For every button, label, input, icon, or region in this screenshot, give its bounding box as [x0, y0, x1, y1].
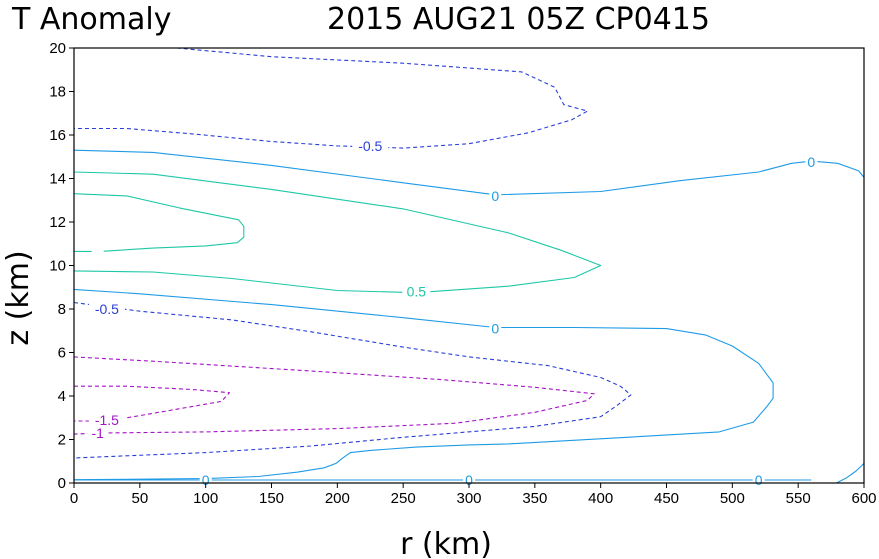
contour-label: 0: [491, 321, 499, 337]
y-tick-label: 10: [49, 258, 66, 275]
chart-title: T Anomaly: [11, 2, 171, 37]
y-tick-label: 6: [58, 345, 66, 362]
contour-line: [836, 463, 865, 484]
contour-line: [73, 171, 602, 294]
x-tick-label: 300: [456, 490, 481, 507]
contour-label: 0: [755, 472, 763, 488]
y-tick-label: 14: [49, 171, 66, 188]
contour-label-background: [87, 424, 108, 440]
y-tick-label: 8: [58, 301, 66, 318]
x-tick-label: 350: [522, 490, 547, 507]
contour-line: [73, 301, 632, 459]
contour-line: [73, 288, 774, 481]
contour-label: 0: [465, 472, 473, 488]
x-tick-label: 250: [391, 490, 416, 507]
contour-label-background: [88, 411, 125, 427]
contour-line: [73, 193, 245, 252]
x-tick-label: 600: [851, 490, 876, 507]
contour-label: -0.5: [95, 301, 119, 317]
contour-label-background: [88, 301, 125, 316]
y-axis: 0 2 4 6 8 10 12 14 16 18 20: [49, 40, 74, 492]
contour-label-background: [805, 154, 818, 170]
contour-line: [74, 47, 589, 149]
y-tick-label: 18: [49, 84, 66, 101]
y-tick-label: 0: [58, 475, 66, 492]
contour-line: [73, 356, 595, 435]
y-tick-label: 20: [49, 40, 66, 57]
contour-label: -0.5: [358, 138, 382, 154]
contour-label-background: [489, 320, 502, 336]
contour-label: 0: [807, 154, 815, 170]
x-tick-label: 200: [325, 490, 350, 507]
contour-label-background: [91, 242, 104, 258]
y-axis-label: z (km): [1, 250, 36, 345]
contour-label-background: [489, 187, 502, 203]
x-tick-label: 500: [720, 490, 745, 507]
x-tick-label: 450: [654, 490, 679, 507]
contour-label: 0: [202, 472, 210, 488]
contour-layer: [73, 47, 865, 484]
plot-frame: [73, 47, 865, 484]
chart-subtitle: 2015 AUG21 05Z CP0415: [327, 2, 710, 37]
x-tick-label: 50: [131, 490, 148, 507]
contour-label-background: [402, 283, 431, 299]
x-axis-label: r (km): [400, 527, 492, 559]
y-tick-label: 16: [49, 127, 66, 144]
contour-line: [73, 149, 865, 196]
x-tick-label: 100: [193, 490, 218, 507]
contour-label-background: [352, 137, 389, 153]
contour-label: 0: [491, 188, 499, 204]
contour-label-layer: -0.5 0 0 0.5 0 -0.5 -1-1.5 0 0 0: [87, 137, 818, 488]
x-axis: 0 50 100 150 200 250 300 350 400 450 500 550 600: [70, 483, 877, 507]
contour-label: -1.5: [95, 412, 119, 428]
contour-label: 0.5: [407, 284, 427, 300]
x-tick-label: 550: [786, 490, 811, 507]
contour-label: -1: [91, 425, 104, 441]
y-tick-label: 2: [58, 432, 66, 449]
x-tick-label: 400: [588, 490, 613, 507]
y-tick-label: 4: [58, 388, 66, 405]
x-tick-label: 0: [70, 490, 78, 507]
x-tick-label: 150: [259, 490, 284, 507]
y-tick-label: 12: [49, 214, 66, 231]
